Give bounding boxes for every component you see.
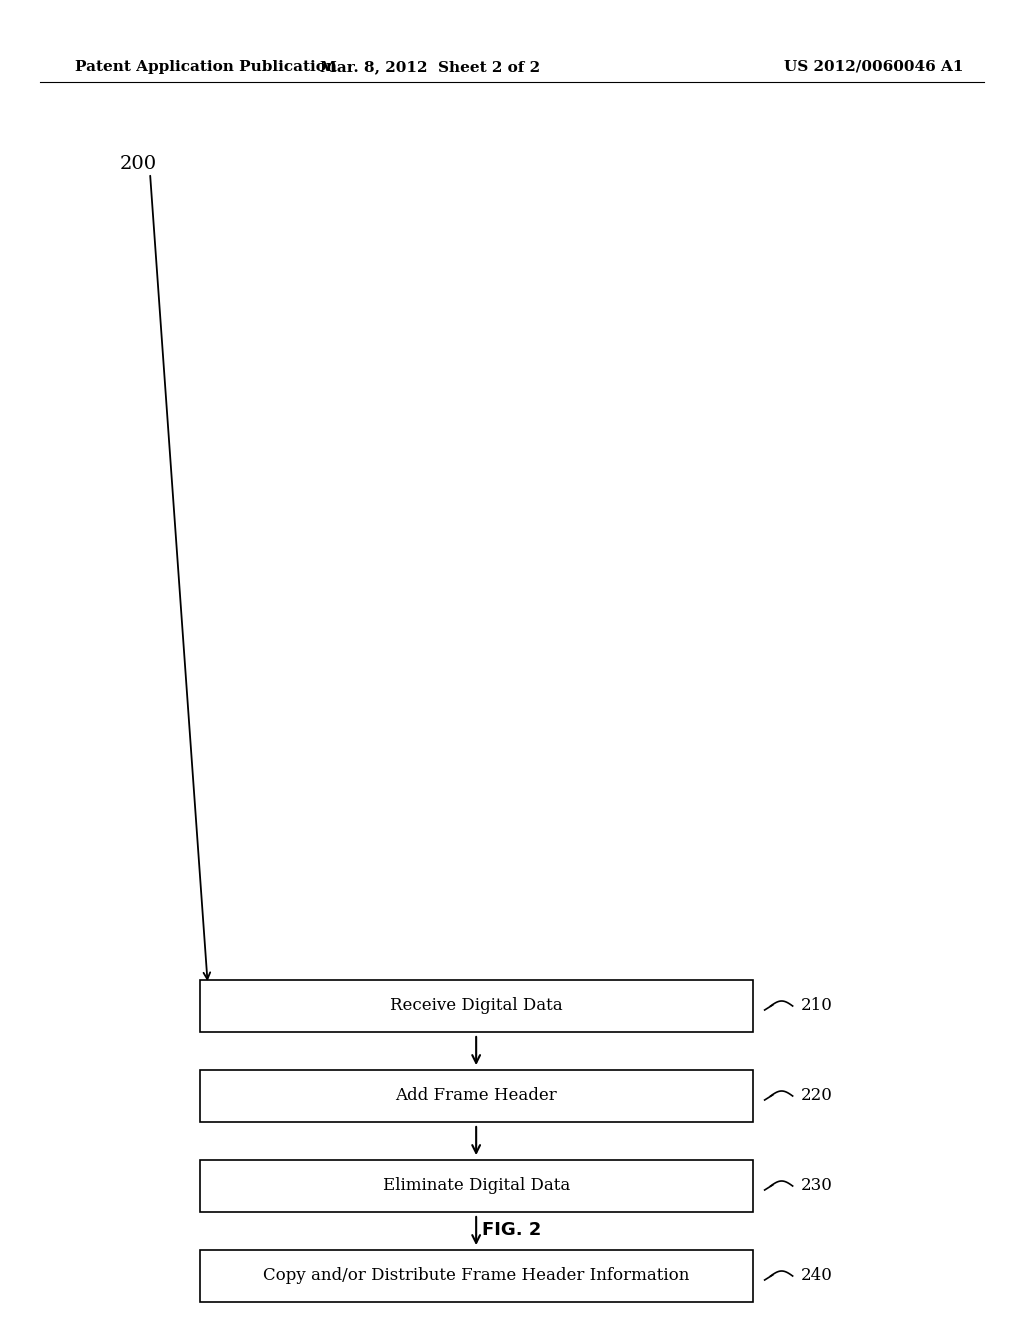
Bar	[200, 1071, 753, 1122]
Text: 210: 210	[801, 998, 833, 1015]
Text: 200: 200	[120, 154, 157, 173]
Bar	[200, 1250, 753, 1302]
Text: Copy and/or Distribute Frame Header Information: Copy and/or Distribute Frame Header Info…	[263, 1267, 689, 1284]
Text: Add Frame Header: Add Frame Header	[395, 1088, 557, 1105]
Bar	[200, 979, 753, 1032]
Text: Eliminate Digital Data: Eliminate Digital Data	[383, 1177, 569, 1195]
Text: Patent Application Publication: Patent Application Publication	[75, 59, 337, 74]
Text: 220: 220	[801, 1088, 833, 1105]
Text: 230: 230	[801, 1177, 833, 1195]
Text: US 2012/0060046 A1: US 2012/0060046 A1	[784, 59, 964, 74]
Text: Mar. 8, 2012  Sheet 2 of 2: Mar. 8, 2012 Sheet 2 of 2	[319, 59, 540, 74]
Bar	[200, 1160, 753, 1212]
Text: 240: 240	[801, 1267, 833, 1284]
Text: Receive Digital Data: Receive Digital Data	[390, 998, 562, 1015]
Text: FIG. 2: FIG. 2	[482, 1221, 542, 1239]
